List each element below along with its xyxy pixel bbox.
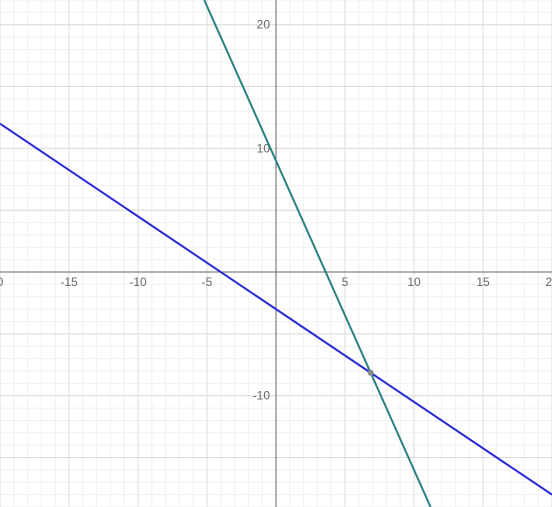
x-tick-label: 0 [0,275,4,289]
x-tick-label: -10 [129,275,147,289]
y-tick-label: 20 [257,18,271,32]
x-tick-label: -15 [60,275,78,289]
x-tick-label: 20 [545,275,552,289]
intersection-point [368,370,374,376]
x-tick-label: 15 [476,275,490,289]
x-tick-label: 10 [407,275,421,289]
y-tick-label: -10 [253,389,271,403]
x-tick-label: -5 [202,275,213,289]
coordinate-chart: 0-15-10-55101520-101020 [0,0,552,507]
chart-canvas: 0-15-10-55101520-101020 [0,0,552,507]
x-tick-label: 5 [342,275,349,289]
